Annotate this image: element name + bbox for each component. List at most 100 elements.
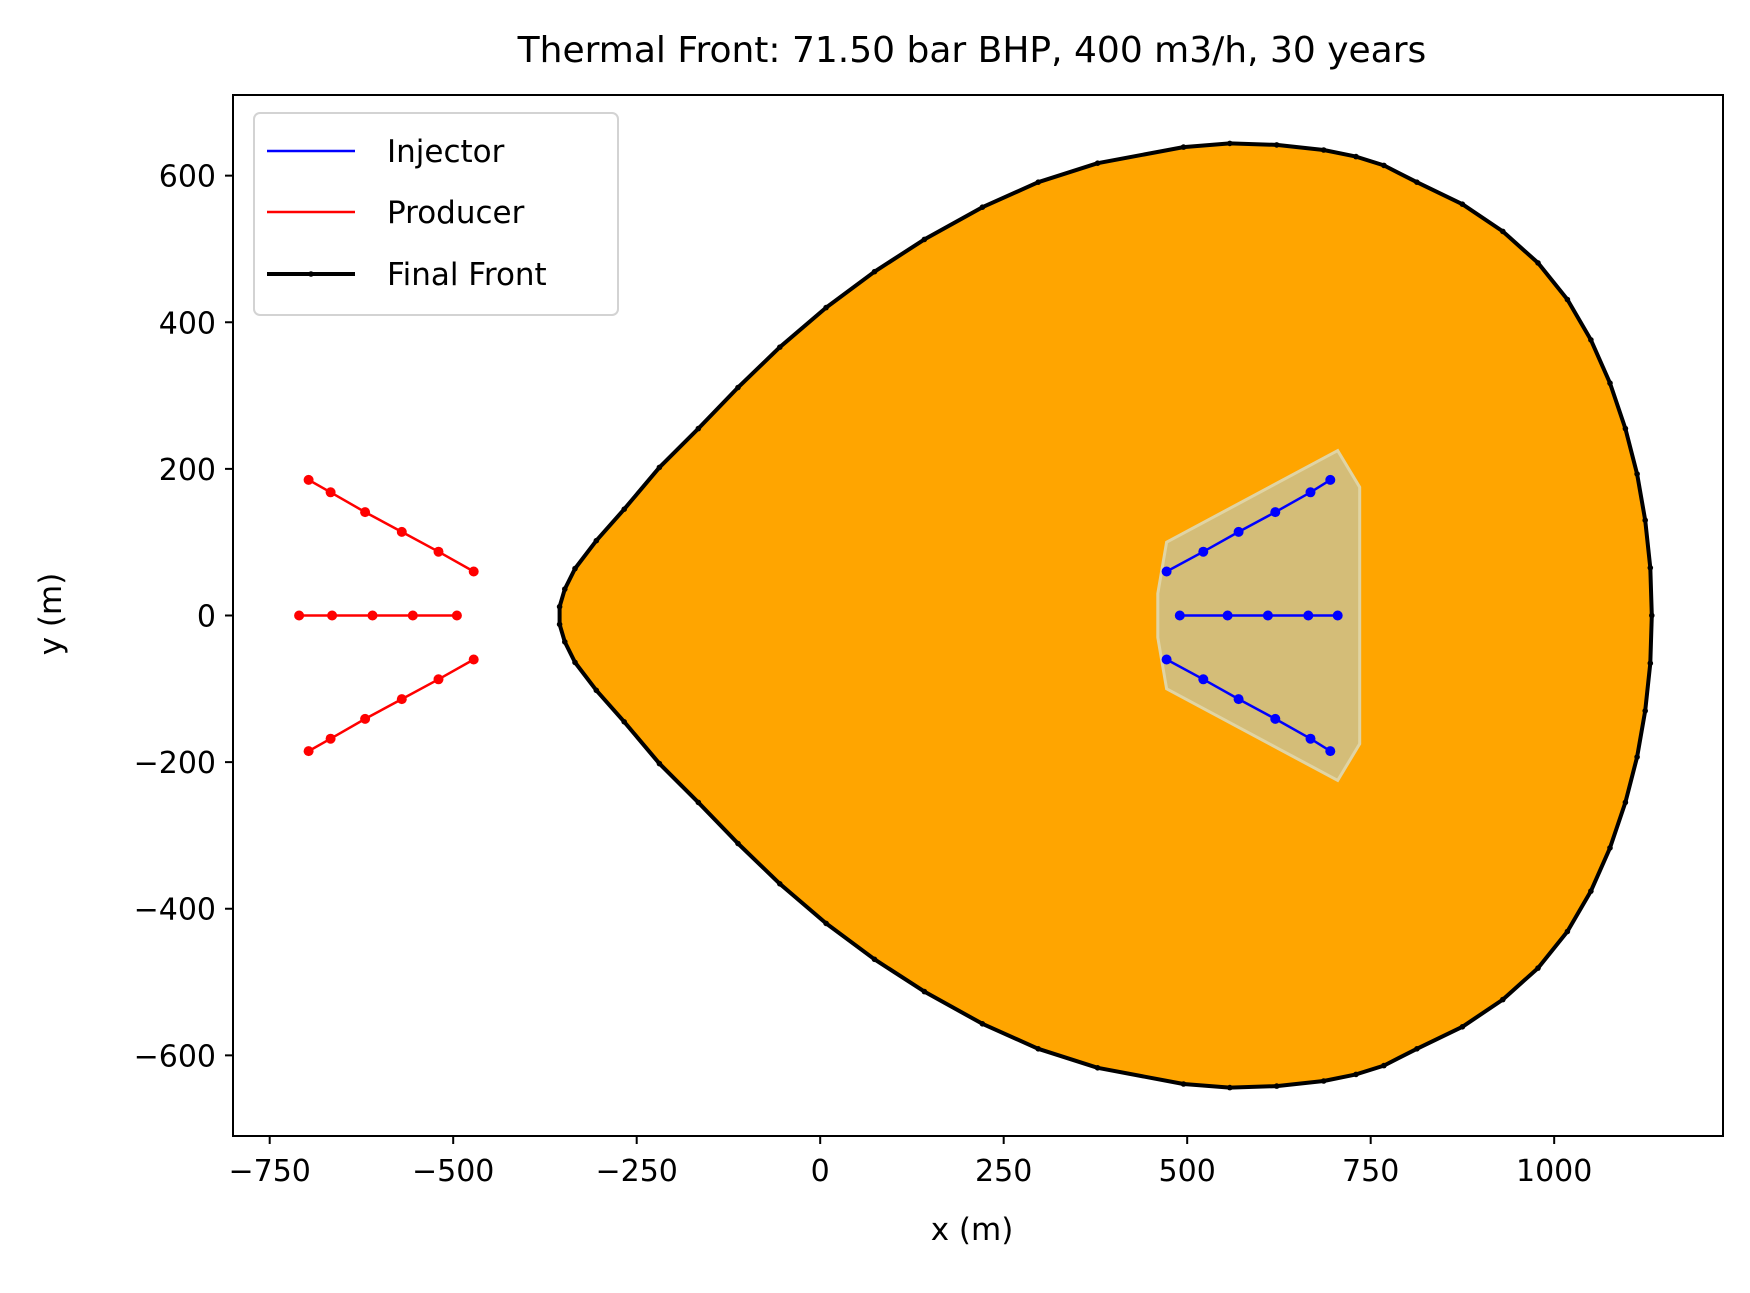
- injector-well-2-point-2: [1222, 610, 1233, 621]
- producer-well-3-point-3: [360, 713, 371, 724]
- final-front-point-38: [621, 719, 627, 725]
- series-layer: [294, 140, 1655, 1091]
- injector-well-1-point-1: [1161, 566, 1172, 577]
- final-front-point-42: [777, 881, 783, 887]
- injector-well-2-point-3: [1262, 610, 1273, 621]
- producer-well-2-point-3: [367, 610, 378, 621]
- final-front-point-5: [1622, 425, 1629, 432]
- plot-contents: [294, 140, 1655, 1091]
- injector-well-2-point-1: [1174, 610, 1185, 621]
- final-front-point-45: [921, 988, 928, 995]
- final-front-point-55: [1414, 1046, 1420, 1052]
- final-front-point-54: [1381, 1062, 1387, 1069]
- injector-well-3-point-4: [1270, 713, 1281, 724]
- final-front-point-6: [1607, 380, 1613, 386]
- final-front-point-34: [556, 621, 563, 628]
- final-front-point-44: [871, 956, 878, 963]
- legend-front-marker: [308, 271, 314, 277]
- final-front-point-65: [1647, 660, 1654, 666]
- final-front-point-29: [621, 506, 627, 512]
- final-front-point-50: [1227, 1084, 1233, 1091]
- injector-well-1-point-2: [1198, 546, 1209, 557]
- final-front-point-47: [1035, 1046, 1041, 1052]
- final-front-point-21: [979, 204, 986, 210]
- thermal-front-fill: [559, 143, 1652, 1088]
- producer-well-3-point-2: [325, 733, 336, 744]
- final-front-point-17: [1227, 140, 1233, 147]
- producer-well-1-point-6: [468, 566, 479, 577]
- x-tick-label: 0: [811, 1154, 830, 1189]
- injector-well-3-point-3: [1233, 694, 1244, 705]
- injector-well-2-point-5: [1332, 610, 1343, 621]
- final-front-line: [557, 141, 1654, 1090]
- producer-well-1-point-3: [360, 507, 371, 518]
- final-front-point-40: [695, 799, 702, 806]
- final-front-point-4: [1634, 471, 1640, 477]
- legend-producer-label: Producer: [387, 195, 525, 231]
- final-front-point-22: [921, 236, 928, 243]
- final-front-point-20: [1035, 179, 1041, 185]
- final-front-point-51: [1273, 1083, 1280, 1089]
- producer-well-3-point-4: [396, 694, 407, 705]
- y-tick-label: −600: [134, 1039, 216, 1074]
- final-front-point-37: [593, 687, 600, 694]
- producer-well-3-point-6: [468, 654, 479, 665]
- x-tick-label: 1000: [1516, 1154, 1592, 1189]
- legend-box: [253, 112, 619, 316]
- final-front-point-43: [823, 920, 829, 927]
- y-tick-label: −200: [134, 746, 216, 781]
- producer-well-3-point-1: [303, 746, 314, 757]
- x-tick-label: −250: [595, 1154, 677, 1189]
- final-front-point-41: [735, 840, 741, 847]
- chart-title: Thermal Front: 71.50 bar BHP, 400 m3/h, …: [517, 30, 1427, 71]
- final-front-point-14: [1353, 153, 1359, 160]
- producer-well-1-point-5: [433, 546, 444, 557]
- x-tick-label: −500: [412, 1154, 494, 1189]
- producer-well-2-point-4: [407, 610, 418, 621]
- x-axis-label: x (m): [931, 1212, 1014, 1248]
- final-front-point-59: [1564, 928, 1571, 935]
- axis-ticks: −750 −500 −250 0 250 500 750 1000 −600 −400 −200 0 2…: [134, 160, 1593, 1189]
- injector-well-1-point-5: [1305, 487, 1316, 498]
- producer-well-1-point-1: [303, 474, 314, 485]
- y-tick-label: 600: [159, 160, 216, 195]
- final-front-point-49: [1180, 1081, 1187, 1087]
- x-tick-label: −750: [228, 1154, 310, 1189]
- final-front-point-62: [1622, 799, 1629, 806]
- final-front-point-8: [1564, 296, 1571, 303]
- y-tick-label: 400: [159, 306, 216, 341]
- final-front-point-15: [1320, 147, 1327, 153]
- final-front-point-11: [1459, 201, 1466, 207]
- final-front-point-26: [735, 384, 741, 391]
- final-front-point-36: [572, 659, 578, 666]
- legend-front-label: Final Front: [387, 257, 547, 293]
- x-tick-label: 500: [1159, 1154, 1216, 1189]
- x-tick-label: 750: [1342, 1154, 1399, 1189]
- y-axis-label: y (m): [33, 573, 69, 656]
- producer-well-2-point-5: [451, 610, 462, 621]
- final-front-point-1: [1649, 612, 1655, 619]
- final-front-point-57: [1500, 996, 1506, 1003]
- final-front-point-23: [871, 268, 878, 275]
- final-front-point-39: [656, 760, 663, 767]
- plot-area: [232, 94, 1724, 1137]
- final-front-point-7: [1588, 337, 1594, 343]
- final-front-point-3: [1642, 517, 1648, 523]
- final-front-point-33: [556, 603, 563, 610]
- legend-injector-label: Injector: [387, 134, 505, 170]
- final-front-point-24: [823, 304, 829, 311]
- injector-well-3-point-1: [1161, 654, 1172, 665]
- final-front-point-30: [593, 537, 600, 544]
- legend: Injector Producer Final Front: [253, 112, 619, 316]
- final-front-point-58: [1535, 965, 1541, 971]
- final-front-point-48: [1094, 1065, 1101, 1071]
- final-front-point-60: [1588, 888, 1594, 894]
- final-front-point-53: [1353, 1071, 1359, 1078]
- injector-well-1-point-6: [1325, 474, 1336, 485]
- producer-well-1-point-4: [396, 526, 407, 537]
- injector-well-1-point-3: [1233, 526, 1244, 537]
- y-tick-label: −400: [134, 893, 216, 928]
- final-front-point-19: [1094, 160, 1101, 166]
- x-tick-label: 250: [975, 1154, 1032, 1189]
